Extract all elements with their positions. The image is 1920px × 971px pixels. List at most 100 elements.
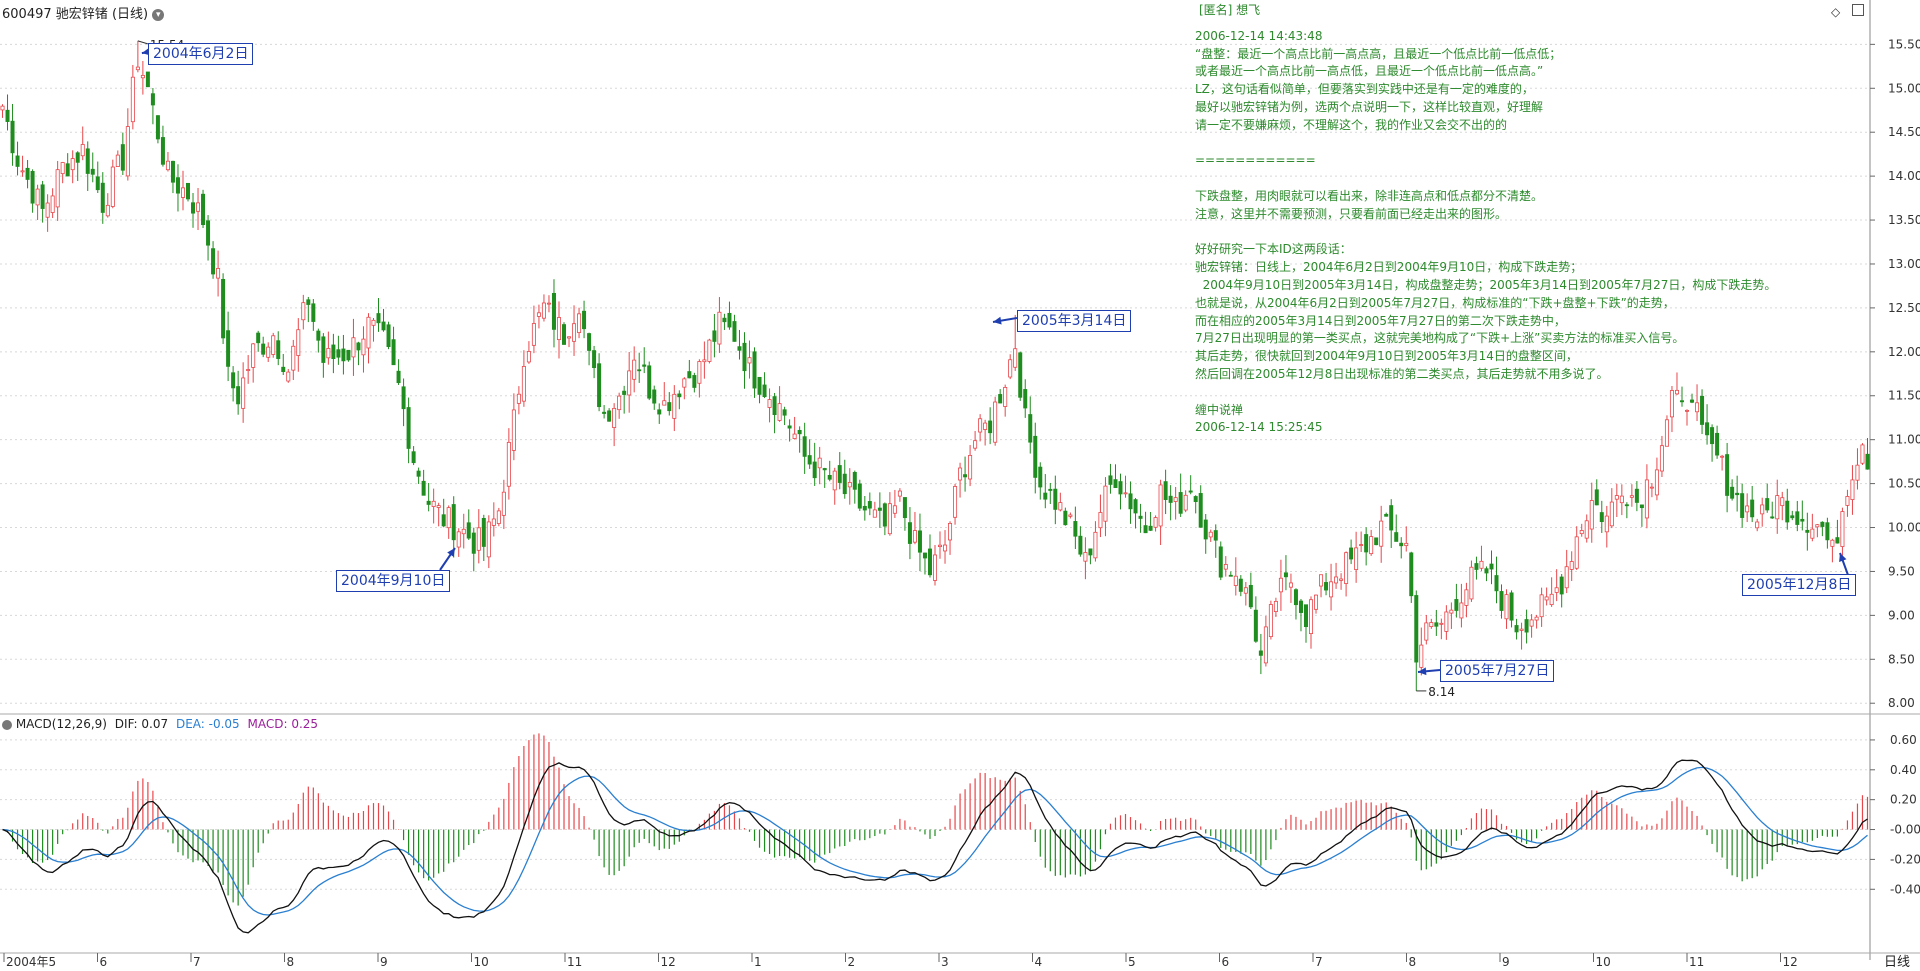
candle-body bbox=[80, 144, 85, 157]
candle-body bbox=[436, 505, 441, 508]
candle-body bbox=[1614, 495, 1619, 500]
time-tick-label: 12 bbox=[1783, 955, 1798, 969]
candle-body bbox=[842, 473, 847, 495]
candle-body bbox=[105, 204, 110, 217]
candle-body bbox=[677, 393, 682, 398]
candle-body bbox=[1639, 504, 1644, 509]
candle-body bbox=[481, 517, 486, 547]
candle-body bbox=[1810, 528, 1815, 539]
candle-body bbox=[5, 109, 10, 122]
candle-body bbox=[1835, 537, 1840, 544]
price-tick-label: 9.00 bbox=[1888, 608, 1915, 622]
candle-body bbox=[822, 468, 827, 471]
candle-body bbox=[1815, 524, 1820, 528]
candle-body bbox=[1228, 574, 1233, 577]
candle-body bbox=[286, 371, 291, 382]
candle-body bbox=[1449, 609, 1454, 614]
candle-body bbox=[1619, 495, 1624, 504]
candle-body bbox=[130, 76, 135, 123]
candle-body bbox=[757, 376, 762, 395]
annotation-2004-09-10: 2004年9月10日 bbox=[336, 570, 451, 592]
candle-body bbox=[316, 330, 321, 341]
candle-body bbox=[948, 522, 953, 541]
candle-body bbox=[1494, 575, 1499, 592]
candle-body bbox=[697, 361, 702, 384]
candle-body bbox=[1103, 485, 1108, 522]
candle-body bbox=[1188, 490, 1193, 493]
candle-body bbox=[1053, 488, 1058, 510]
candle-body bbox=[1865, 453, 1870, 470]
candle-body bbox=[1063, 510, 1068, 526]
candle-body bbox=[832, 470, 837, 491]
candle-body bbox=[882, 503, 887, 527]
candle-body bbox=[1253, 609, 1258, 642]
candle-body bbox=[1093, 531, 1098, 559]
candle-body bbox=[50, 195, 55, 213]
candle-body bbox=[1143, 525, 1148, 534]
candle-body bbox=[186, 182, 191, 200]
candle-body bbox=[988, 420, 993, 434]
panel-toggle-icon[interactable] bbox=[1852, 4, 1864, 16]
dropdown-icon[interactable]: ▾ bbox=[152, 8, 165, 21]
macd-collapse-icon[interactable] bbox=[2, 719, 12, 730]
candle-body bbox=[1369, 536, 1374, 555]
candle-body bbox=[1399, 542, 1404, 547]
candle-body bbox=[1163, 481, 1168, 500]
candle-body bbox=[692, 375, 697, 388]
candle-body bbox=[446, 507, 451, 529]
candle-body bbox=[922, 552, 927, 559]
candle-body bbox=[1740, 493, 1745, 518]
time-tick-label: 7 bbox=[1315, 955, 1323, 969]
candle-body bbox=[246, 369, 251, 371]
candle-body bbox=[1770, 516, 1775, 519]
candle-body bbox=[60, 162, 65, 175]
note-line: 也就是说，从2004年6月2日到2005年7月27日，构成标准的“下跌+盘整+下… bbox=[1195, 295, 1675, 310]
candle-body bbox=[1669, 390, 1674, 418]
low-price-label: 8.14 bbox=[1428, 685, 1455, 699]
candle-body bbox=[742, 342, 747, 372]
candle-body bbox=[401, 386, 406, 410]
note-line: 驰宏锌锗：日线上，2004年6月2日到2004年9月10日，构成下跌走势； bbox=[1195, 260, 1583, 275]
note-line: 缠中说禅 bbox=[1195, 402, 1244, 417]
candle-body bbox=[271, 335, 276, 355]
candle-body bbox=[1414, 595, 1419, 663]
candle-body bbox=[1775, 495, 1780, 520]
macd-tick-label: 0.60 bbox=[1890, 733, 1917, 747]
candle-body bbox=[1303, 604, 1308, 628]
candle-body bbox=[170, 160, 175, 183]
candle-body bbox=[406, 407, 411, 449]
time-tick-label: 7 bbox=[193, 955, 201, 969]
candle-body bbox=[1850, 479, 1855, 500]
time-tick-label: 10 bbox=[474, 955, 489, 969]
note-line: 好好研究一下本ID这两段话： bbox=[1195, 242, 1352, 257]
candle-body bbox=[617, 395, 622, 411]
price-tick-label: 13.00 bbox=[1888, 257, 1920, 271]
diamond-icon[interactable]: ◇ bbox=[1830, 5, 1841, 19]
candle-body bbox=[145, 71, 150, 88]
candle-body bbox=[396, 370, 401, 384]
candle-body bbox=[702, 359, 707, 363]
annotation-2004-06-02: 2004年6月2日 bbox=[148, 43, 254, 65]
candle-body bbox=[531, 323, 536, 346]
candle-body bbox=[511, 409, 516, 451]
candle-body bbox=[627, 370, 632, 396]
candle-body bbox=[150, 93, 155, 106]
candle-body bbox=[1043, 492, 1048, 500]
candle-body bbox=[351, 337, 356, 358]
candle-body bbox=[1454, 599, 1459, 611]
candle-body bbox=[812, 461, 817, 479]
candle-body bbox=[1123, 492, 1128, 495]
candle-body bbox=[1589, 500, 1594, 530]
candle-body bbox=[1168, 495, 1173, 503]
candle-body bbox=[221, 278, 226, 339]
candle-body bbox=[682, 378, 687, 388]
candle-body bbox=[55, 169, 60, 208]
candle-body bbox=[251, 343, 256, 368]
note-line: 或者最近一个高点比前一高点低，且最近一个低点比前一低点高。” bbox=[1195, 64, 1544, 79]
candle-body bbox=[777, 403, 782, 421]
candle-body bbox=[1609, 501, 1614, 527]
candle-body bbox=[1223, 564, 1228, 570]
candle-body bbox=[1148, 525, 1153, 531]
candle-body bbox=[160, 137, 165, 165]
candle-body bbox=[993, 401, 998, 443]
